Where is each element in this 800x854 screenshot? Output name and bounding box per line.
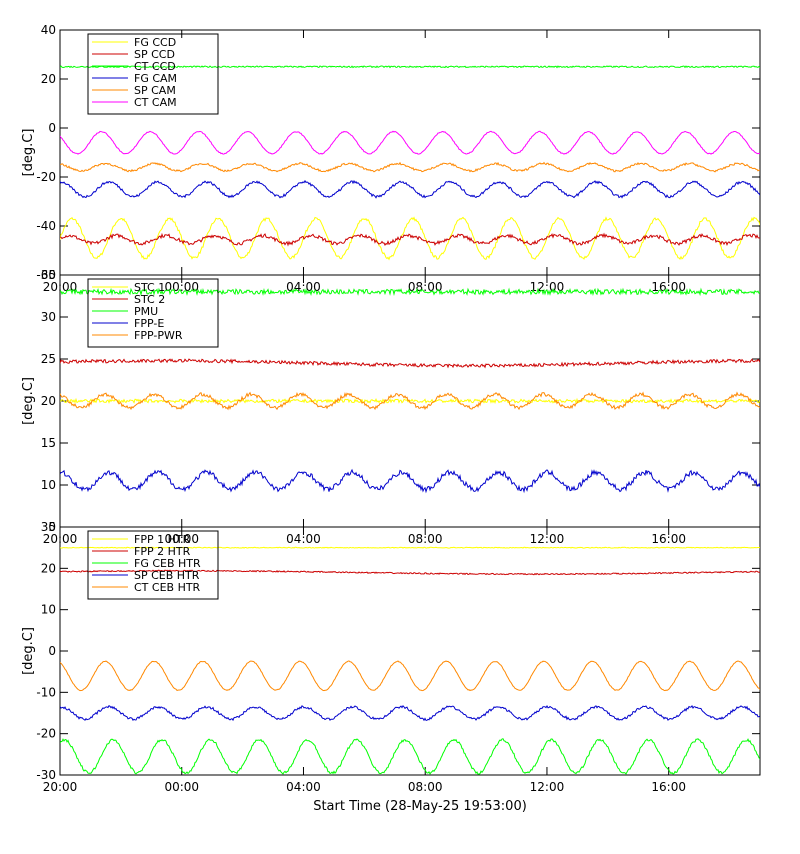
y-axis-label: [deg.C]	[21, 377, 36, 425]
x-tick-label: 16:00	[651, 532, 686, 546]
series-line-ct-cam	[60, 130, 760, 155]
y-axis-label: [deg.C]	[21, 129, 36, 177]
y-tick-label: -10	[36, 685, 56, 699]
legend-label: SP CCD	[134, 48, 175, 61]
legend-label: PMU	[134, 305, 158, 318]
series-line-sp-ccd	[60, 232, 760, 247]
y-tick-label: 30	[41, 520, 56, 534]
y-tick-label: 40	[41, 23, 56, 37]
legend-label: FG CAM	[134, 72, 177, 85]
y-tick-label: 0	[48, 121, 56, 135]
x-tick-label: 08:00	[408, 780, 443, 794]
series-group	[60, 287, 760, 494]
y-tick-label: 30	[41, 310, 56, 324]
legend-label: FG CEB HTR	[134, 557, 201, 570]
y-tick-label: -20	[36, 170, 56, 184]
series-line-ct-ceb-htr	[60, 660, 760, 692]
y-tick-label: -20	[36, 727, 56, 741]
legend-box	[87, 530, 219, 600]
y-tick-label: -30	[36, 768, 56, 782]
series-line-fg-ceb-htr	[60, 738, 760, 775]
x-tick-label: 08:00	[408, 532, 443, 546]
series-line-fpp-e	[60, 468, 760, 494]
y-tick-label: 20	[41, 561, 56, 575]
legend-label: FPP 2 HTR	[134, 545, 191, 558]
x-tick-label: 20:00	[43, 780, 78, 794]
y-tick-label: 20	[41, 394, 56, 408]
x-tick-label: 12:00	[530, 780, 565, 794]
series-group	[60, 546, 760, 775]
panels-group: -60 -40 -20 0 20 40 20:00 00:00 04:00 08:00 12:00 1…	[21, 23, 761, 794]
legend-label: FPP 1 HTR	[134, 533, 191, 546]
series-line-sp-cam	[60, 161, 760, 173]
legend-label: CT CCD	[134, 60, 176, 73]
legend-label: FPP-PWR	[134, 329, 183, 342]
y-tick-label: 35	[41, 268, 56, 282]
x-tick-label: 00:00	[164, 780, 199, 794]
series-line-fg-ccd	[60, 216, 760, 261]
legend-label: STC 2	[134, 293, 165, 306]
series-line-fpp-1-htr	[60, 546, 760, 549]
y-tick-label: 5	[48, 520, 56, 534]
x-tick-label: 04:00	[286, 780, 321, 794]
series-group	[60, 65, 760, 261]
x-tick-label: 12:00	[530, 532, 565, 546]
series-line-stc-2	[60, 358, 760, 369]
legend-label: SP CAM	[134, 84, 176, 97]
series-line-stc-1	[60, 397, 760, 405]
legend-label: FPP-E	[134, 317, 164, 330]
legend-label: STC 1	[134, 281, 165, 294]
series-line-pmu	[60, 287, 760, 297]
y-axis-label: [deg.C]	[21, 627, 36, 675]
y-tick-label: -60	[36, 268, 56, 282]
y-tick-label: 0	[48, 644, 56, 658]
x-tick-label: 00:00	[164, 532, 199, 546]
legend-label: CT CEB HTR	[134, 581, 201, 594]
y-tick-label: 10	[41, 603, 56, 617]
series-line-fg-cam	[60, 179, 760, 199]
legend-box	[87, 278, 219, 348]
x-tick-label: 16:00	[651, 780, 686, 794]
legend-box	[87, 33, 219, 115]
y-tick-label: 10	[41, 478, 56, 492]
panel-3: -30 -20 -10 0 10 20 30 20:00 00:00 04:00 08:00 12:0…	[21, 520, 761, 794]
series-line-fpp-pwr	[60, 391, 760, 411]
y-tick-label: -40	[36, 219, 56, 233]
x-axis-label: Start Time (28-May-25 19:53:00)	[313, 799, 527, 814]
y-tick-label: 15	[41, 436, 56, 450]
y-tick-label: 25	[41, 352, 56, 366]
y-tick-label: 20	[41, 72, 56, 86]
series-line-sp-ceb-htr	[60, 704, 760, 722]
series-line-ct-ccd	[60, 65, 760, 69]
legend-label: FG CCD	[134, 36, 176, 49]
legend-label: CT CAM	[134, 96, 177, 109]
series-line-fpp-2-htr	[60, 569, 760, 576]
x-tick-label: 04:00	[286, 532, 321, 546]
legend-label: SP CEB HTR	[134, 569, 200, 582]
